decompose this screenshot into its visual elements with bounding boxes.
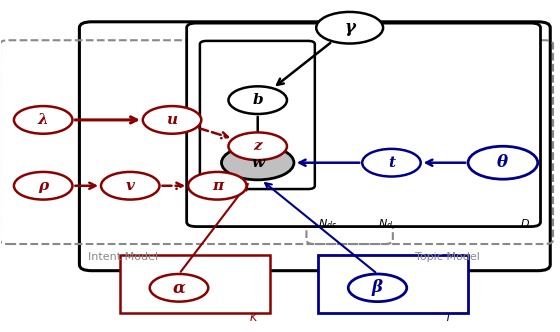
Circle shape xyxy=(101,172,160,200)
Circle shape xyxy=(222,146,294,180)
Text: $N_{ds}$: $N_{ds}$ xyxy=(318,217,338,231)
Text: $T$: $T$ xyxy=(444,311,453,323)
Text: β: β xyxy=(372,279,383,296)
Text: u: u xyxy=(166,113,178,127)
Text: α: α xyxy=(172,279,185,296)
Text: γ: γ xyxy=(344,19,355,36)
Text: Intent Model: Intent Model xyxy=(88,252,158,262)
Text: $D$: $D$ xyxy=(520,217,530,229)
Text: v: v xyxy=(126,179,135,193)
Circle shape xyxy=(468,146,538,179)
Circle shape xyxy=(228,132,287,160)
Text: $N_d$: $N_d$ xyxy=(377,217,393,231)
FancyBboxPatch shape xyxy=(200,41,315,189)
Text: π: π xyxy=(212,179,223,193)
Circle shape xyxy=(150,274,208,302)
Text: t: t xyxy=(388,156,395,170)
Bar xyxy=(318,255,468,312)
FancyBboxPatch shape xyxy=(80,22,550,271)
Circle shape xyxy=(316,12,383,43)
Text: ρ: ρ xyxy=(38,179,48,193)
Text: w: w xyxy=(251,156,264,170)
Circle shape xyxy=(348,274,407,302)
Text: z: z xyxy=(253,139,262,153)
Text: θ: θ xyxy=(497,154,508,171)
FancyBboxPatch shape xyxy=(186,23,540,226)
Text: $K$: $K$ xyxy=(249,311,259,323)
Circle shape xyxy=(14,172,72,200)
Text: Topic Model: Topic Model xyxy=(415,252,479,262)
Circle shape xyxy=(362,149,421,177)
Circle shape xyxy=(14,106,72,134)
Bar xyxy=(120,255,269,312)
Text: b: b xyxy=(253,93,263,107)
Circle shape xyxy=(143,106,201,134)
Circle shape xyxy=(228,86,287,114)
Text: λ: λ xyxy=(38,113,49,127)
Circle shape xyxy=(188,172,246,200)
